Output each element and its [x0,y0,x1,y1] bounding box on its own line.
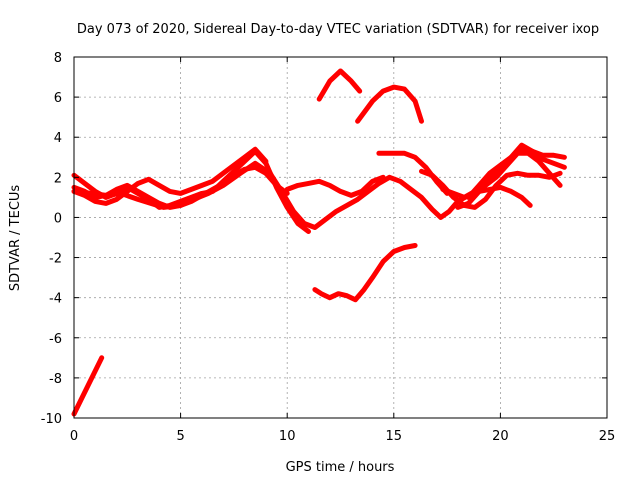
series-line-arc-1 [71,355,105,417]
y-tick-label: 2 [54,171,62,186]
tick-labels: 0 5 10 15 20 25 -10 -8 -6 -4 -2 0 2 4 6 8 [41,51,616,444]
series-line-arc-8 [355,84,424,124]
series-line-arc-6 [284,174,386,198]
chart-title: Day 073 of 2020, Sidereal Day-to-day VTE… [77,22,599,37]
series-line-arc-10 [376,150,450,196]
y-tick-label: 4 [54,131,62,146]
x-tick-label: 10 [279,429,296,444]
series-line-arc-3 [71,146,269,206]
plot-frame [73,56,608,419]
y-tick-label: -2 [49,252,62,267]
x-tick-label: 20 [492,429,509,444]
x-tick-label: 5 [176,429,184,444]
axis-ticks [73,56,608,419]
series-line-arc-12 [440,150,563,200]
y-tick-label: -10 [41,412,62,427]
series-line-arc-14 [465,142,567,200]
x-tick-label: 15 [386,429,403,444]
y-tick-label: -6 [49,332,62,347]
x-tick-label: 25 [599,429,616,444]
x-axis-label: GPS time / hours [286,460,395,475]
y-axis-label: SDTVAR / TECUs [8,185,23,292]
grid [74,57,607,418]
y-tick-label: 8 [54,51,62,66]
y-tick-label: -4 [49,292,62,307]
series-line-arc-9 [312,243,418,303]
y-tick-label: 6 [54,91,62,106]
series-layer [71,68,567,417]
y-tick-label: 0 [54,211,62,226]
y-tick-label: -8 [49,372,62,387]
series-line-arc-7 [316,68,363,102]
x-tick-label: 0 [70,429,78,444]
